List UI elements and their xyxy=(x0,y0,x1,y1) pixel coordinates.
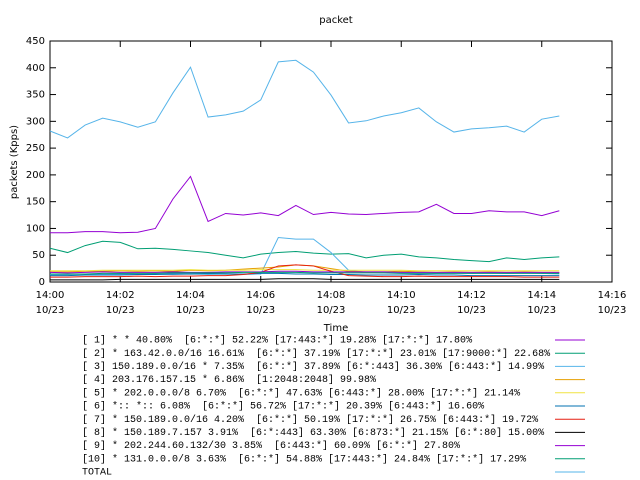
y-tick-label: 50 xyxy=(32,250,45,261)
chart-title: packet xyxy=(319,15,353,26)
y-tick-label: 200 xyxy=(26,170,45,181)
x-axis-label: Time xyxy=(323,323,348,334)
series-line xyxy=(49,240,560,263)
y-tick-label: 400 xyxy=(26,63,45,74)
legend-label: [ 8] * 150.189.7.157 3.91% [6:*:443] 63.… xyxy=(82,427,544,439)
y-tick-label: 450 xyxy=(26,36,45,47)
y-tick-label: 0 xyxy=(39,277,45,288)
x-tick-label: 14:10 10/23 xyxy=(386,290,416,316)
series-line xyxy=(50,237,560,276)
x-tick-label: 14:14 10/23 xyxy=(527,290,557,316)
plot-frame xyxy=(49,40,613,283)
series-line xyxy=(50,269,560,272)
series-line xyxy=(50,278,560,281)
y-tick-label: 350 xyxy=(26,90,45,101)
y-tick-label: 250 xyxy=(26,143,45,154)
y-tick-label: 150 xyxy=(26,197,45,208)
y-tick-label: 300 xyxy=(26,116,45,127)
series-line xyxy=(50,175,560,234)
legend-label: [ 7] * 150.189.0.0/16 4.20% [6:*:*] 50.1… xyxy=(82,414,538,426)
y-axis-label: packets (Kpps) xyxy=(9,125,20,199)
x-tick-label: 14:16 10/23 xyxy=(597,290,627,316)
x-tick-label: 14:08 10/23 xyxy=(316,290,346,316)
legend-label: [ 3] 150.189.0.0/16 * 7.35% [6:*:*] 37.8… xyxy=(82,361,544,373)
series-line xyxy=(50,272,560,277)
x-tick-label: 14:06 10/23 xyxy=(246,290,276,316)
x-tick-label: 14:12 10/23 xyxy=(457,290,486,316)
legend-label: [ 6] *:: *:: 6.08% [6:*:*] 56.72% [17:*:… xyxy=(82,401,484,413)
legend-label: [ 1] * * 40.80% [6:*:*] 52.22% [17:443:*… xyxy=(82,335,472,347)
series-line xyxy=(50,271,560,275)
x-tick-label: 14:00 10/23 xyxy=(35,290,65,316)
x-tick-label: 14:02 10/23 xyxy=(105,290,135,316)
series-line xyxy=(49,270,560,274)
legend-label: [ 4] 203.176.157.15 * 6.86% [1:2048:2048… xyxy=(82,374,376,386)
series-line xyxy=(49,59,560,139)
legend-label: [ 9] * 202.244.60.132/30 3.85% [6:443:*]… xyxy=(82,440,460,452)
y-tick-label: 100 xyxy=(26,223,45,234)
legend-label: [ 2] * 163.42.0.0/16 16.61% [6:*:*] 37.1… xyxy=(82,348,550,360)
legend-label: TOTAL xyxy=(82,468,112,479)
x-tick-label: 14:04 10/23 xyxy=(176,290,205,316)
legend-label: [10] * 131.0.0.0/8 3.63% [6:*:*] 54.88% … xyxy=(82,453,526,465)
legend-label: [ 5] * 202.0.0.0/8 6.70% [6:*:*] 47.63% … xyxy=(82,387,520,399)
series-line xyxy=(50,264,560,278)
